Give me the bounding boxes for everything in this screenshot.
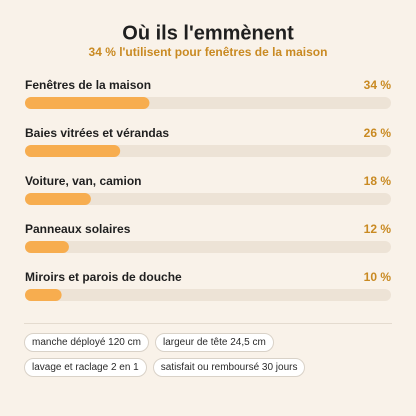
bar xyxy=(25,145,121,157)
bar xyxy=(25,241,69,253)
tag: lavage et raclage 2 en 1 xyxy=(24,358,147,377)
category-label: Baies vitrées et vérandas xyxy=(25,126,169,140)
value-label: 34 % xyxy=(364,78,392,92)
value-label: 10 % xyxy=(364,270,392,284)
chart-subtitle: 34 % l'utilisent pour fenêtres de la mai… xyxy=(89,45,328,59)
category-label: Voiture, van, camion xyxy=(25,174,141,188)
chart-title: Où ils l'emmènent xyxy=(122,22,294,44)
bar-track xyxy=(25,289,391,301)
bar xyxy=(25,97,150,109)
category-label: Panneaux solaires xyxy=(25,222,131,236)
tag: manche déployé 120 cm xyxy=(24,333,149,352)
bar-track xyxy=(25,193,391,205)
bar xyxy=(25,289,62,301)
category-label: Miroirs et parois de douche xyxy=(25,270,182,284)
tag: satisfait ou remboursé 30 jours xyxy=(152,358,306,377)
value-label: 26 % xyxy=(364,126,392,140)
value-label: 12 % xyxy=(364,222,392,236)
tag: largeur de tête 24,5 cm xyxy=(154,333,274,352)
category-label: Fenêtres de la maison xyxy=(25,78,151,92)
bar xyxy=(25,193,91,205)
tag-list: manche déployé 120 cm largeur de tête 24,… xyxy=(24,333,396,377)
bar-track xyxy=(25,241,391,253)
value-label: 18 % xyxy=(364,174,392,188)
chart: Où ils l'emmènent 34 % l'utilisent pour … xyxy=(24,22,392,324)
